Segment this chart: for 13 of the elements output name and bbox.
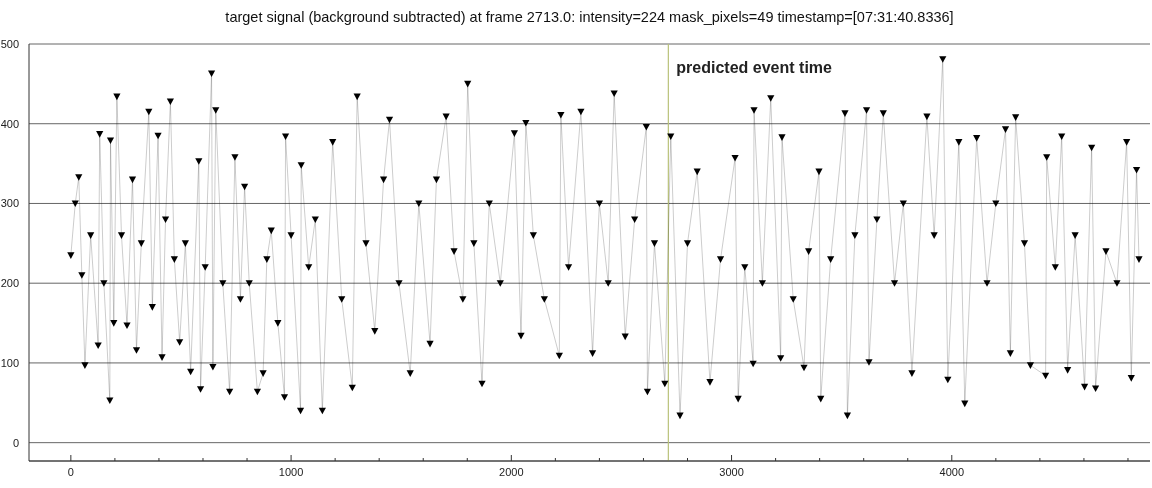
- y-tick-label: 400: [0, 117, 19, 130]
- chart-title: target signal (background subtracted) at frame 2713.0: intensity=224 mask_pixels=49 timestamp=[07:31:40.8336]: [224, 9, 955, 25]
- y-tick-label: 100: [0, 356, 19, 369]
- y-tick-label: 0: [12, 436, 19, 449]
- x-tick-label: 3000: [719, 466, 744, 478]
- x-tick-label: 4000: [939, 466, 965, 478]
- y-tick-label: 300: [0, 197, 19, 210]
- x-tick-label: 2000: [499, 466, 524, 478]
- y-tick-label: 200: [0, 277, 19, 290]
- x-tick-label: 1000: [278, 466, 304, 478]
- y-tick-label: 500: [0, 38, 19, 50]
- ref-line-label: predicted event time: [676, 59, 833, 76]
- x-tick-label: 0: [67, 466, 74, 478]
